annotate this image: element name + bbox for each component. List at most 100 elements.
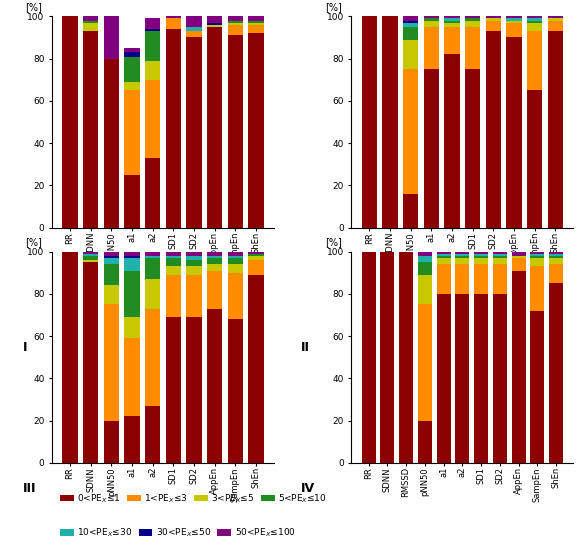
Bar bbox=[361, 252, 376, 463]
Bar bbox=[124, 270, 140, 317]
Bar bbox=[104, 421, 119, 463]
Bar bbox=[474, 294, 488, 463]
Bar bbox=[207, 27, 222, 228]
Bar bbox=[207, 308, 222, 463]
Bar bbox=[83, 21, 98, 23]
Bar bbox=[124, 256, 140, 258]
Bar bbox=[455, 252, 470, 253]
Bar bbox=[145, 19, 160, 29]
Bar bbox=[506, 21, 522, 23]
Bar bbox=[418, 304, 432, 421]
Bar bbox=[403, 16, 419, 21]
Bar bbox=[382, 16, 398, 228]
Bar bbox=[83, 253, 98, 256]
Bar bbox=[486, 19, 501, 21]
Bar bbox=[403, 194, 419, 228]
Bar bbox=[512, 270, 526, 463]
Bar bbox=[465, 19, 481, 21]
Bar bbox=[186, 260, 201, 267]
Bar bbox=[166, 19, 181, 29]
Bar bbox=[104, 16, 119, 59]
Bar bbox=[83, 16, 98, 21]
Bar bbox=[228, 21, 243, 23]
Bar bbox=[248, 252, 264, 253]
Bar bbox=[493, 256, 507, 258]
Bar bbox=[104, 258, 119, 264]
Bar bbox=[83, 31, 98, 228]
Bar bbox=[549, 258, 563, 264]
Bar bbox=[166, 317, 181, 463]
Bar bbox=[248, 275, 264, 463]
Bar bbox=[380, 252, 394, 463]
Bar bbox=[124, 57, 140, 82]
Bar bbox=[145, 258, 160, 279]
Bar bbox=[418, 262, 432, 275]
Bar bbox=[437, 258, 450, 264]
Bar bbox=[527, 21, 543, 23]
Text: III: III bbox=[23, 482, 36, 495]
Bar bbox=[248, 260, 264, 275]
Bar bbox=[248, 23, 264, 25]
Bar bbox=[465, 27, 481, 69]
Bar bbox=[228, 258, 243, 264]
Bar bbox=[548, 21, 563, 31]
Bar bbox=[403, 23, 419, 27]
Bar bbox=[465, 21, 481, 27]
Bar bbox=[104, 264, 119, 286]
Bar bbox=[512, 252, 526, 256]
Bar bbox=[228, 23, 243, 25]
Bar bbox=[248, 33, 264, 228]
Bar bbox=[424, 21, 439, 27]
Bar bbox=[186, 31, 201, 38]
Bar bbox=[186, 267, 201, 275]
Bar bbox=[527, 90, 543, 228]
Bar bbox=[530, 253, 544, 256]
Bar bbox=[124, 48, 140, 52]
Bar bbox=[493, 294, 507, 463]
Bar bbox=[444, 19, 460, 21]
Bar bbox=[512, 256, 526, 258]
Bar bbox=[166, 256, 181, 258]
Bar bbox=[418, 421, 432, 463]
Bar bbox=[444, 54, 460, 228]
Bar bbox=[512, 258, 526, 270]
Bar bbox=[186, 16, 201, 27]
Bar bbox=[228, 319, 243, 463]
Bar bbox=[62, 252, 78, 463]
Bar bbox=[228, 264, 243, 272]
Bar bbox=[549, 253, 563, 256]
Bar bbox=[437, 253, 450, 256]
Bar bbox=[186, 27, 201, 31]
Bar bbox=[437, 264, 450, 294]
Bar bbox=[186, 256, 201, 260]
Bar bbox=[549, 256, 563, 258]
Bar bbox=[506, 38, 522, 228]
Bar bbox=[207, 258, 222, 264]
Bar bbox=[403, 21, 419, 23]
Bar bbox=[186, 252, 201, 256]
Bar bbox=[207, 23, 222, 25]
Bar bbox=[145, 158, 160, 228]
Bar bbox=[228, 252, 243, 256]
Bar bbox=[228, 256, 243, 258]
Bar bbox=[444, 27, 460, 54]
Text: [%]: [%] bbox=[25, 2, 42, 12]
Bar bbox=[465, 16, 481, 19]
Bar bbox=[437, 252, 450, 253]
Bar bbox=[493, 252, 507, 253]
Bar bbox=[530, 256, 544, 258]
Bar bbox=[124, 416, 140, 463]
Bar bbox=[527, 23, 543, 31]
Bar bbox=[207, 256, 222, 258]
Bar bbox=[248, 25, 264, 33]
Bar bbox=[104, 256, 119, 258]
Bar bbox=[530, 311, 544, 463]
Bar bbox=[124, 52, 140, 57]
Bar bbox=[104, 252, 119, 256]
Bar bbox=[228, 272, 243, 319]
Bar bbox=[437, 294, 450, 463]
Bar bbox=[145, 252, 160, 256]
Bar bbox=[455, 256, 470, 258]
Bar bbox=[124, 252, 140, 256]
Bar bbox=[444, 21, 460, 23]
